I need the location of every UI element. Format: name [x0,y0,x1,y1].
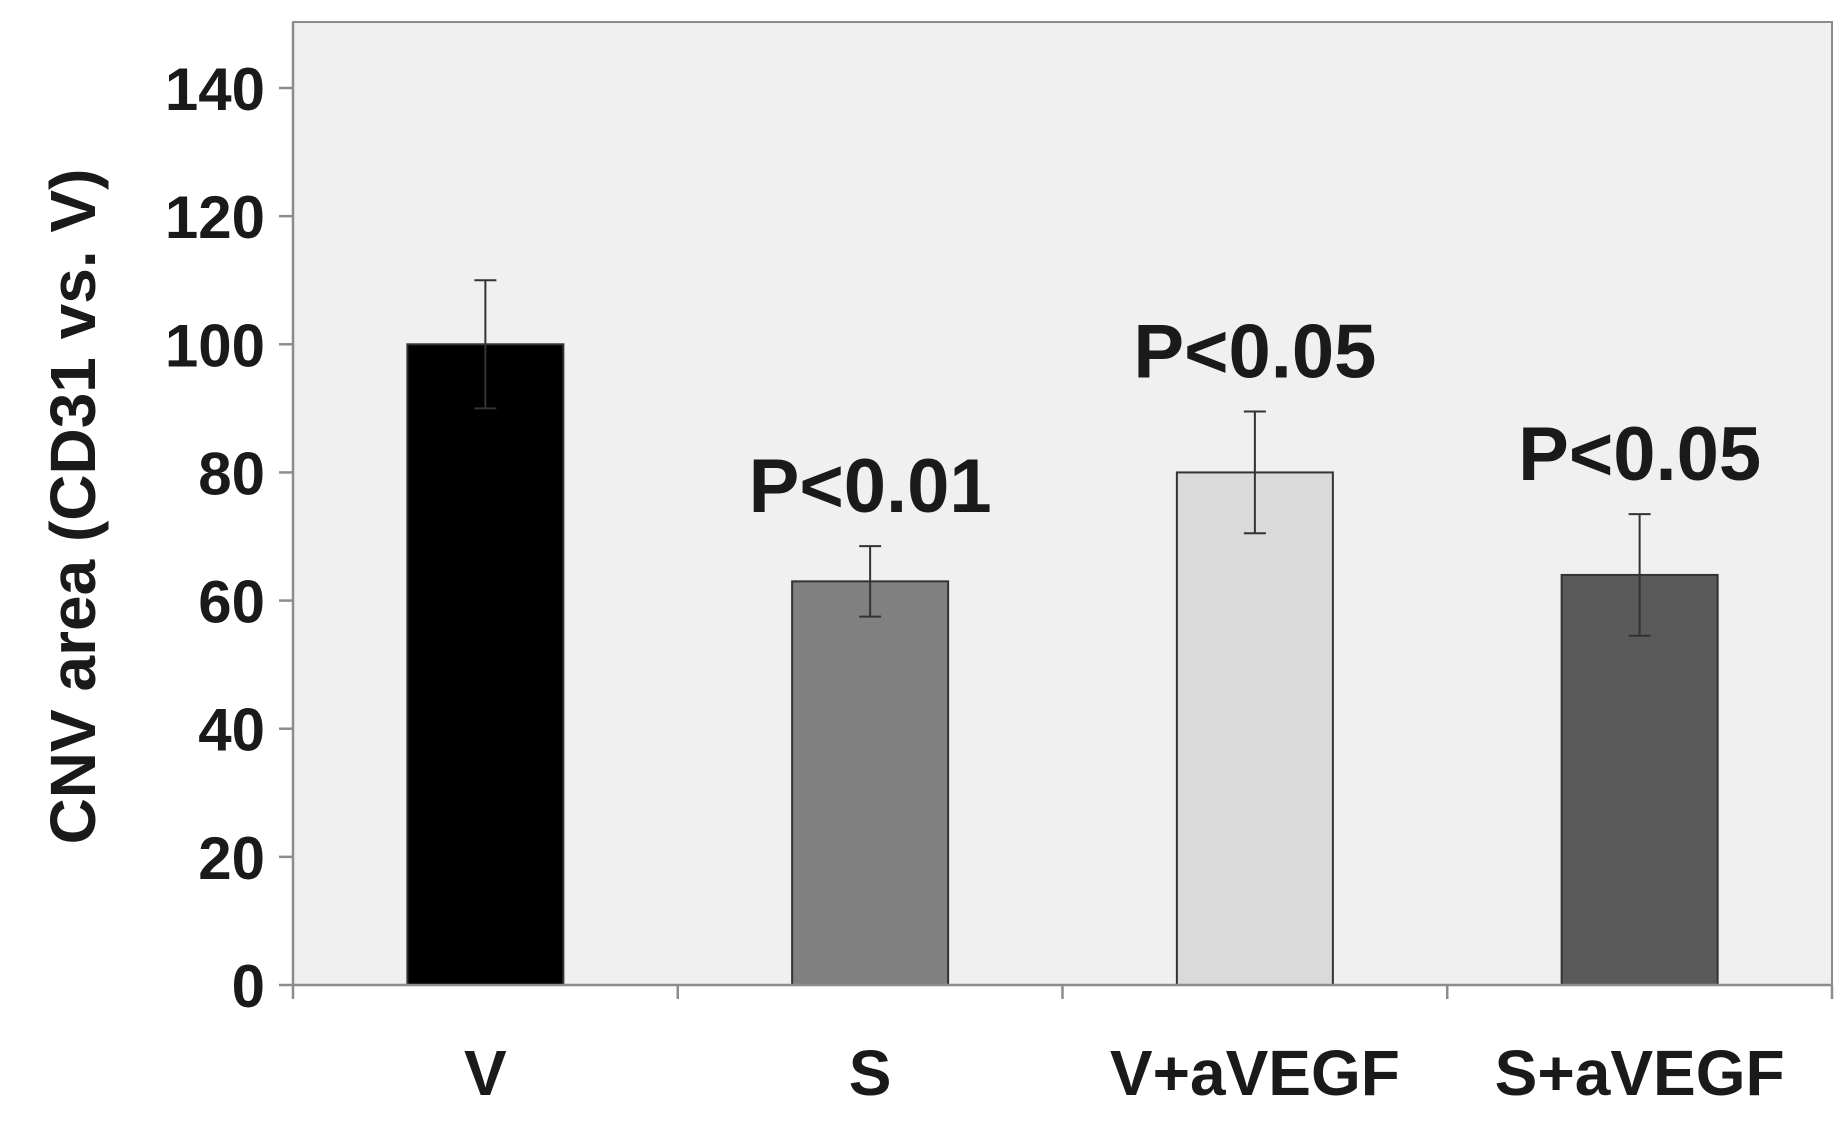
bar-3 [1560,573,1719,986]
p-value-annotation-1: P<0.01 [749,444,992,529]
p-value-annotation-2: P<0.05 [1133,310,1376,395]
y-tick-label-3: 60 [198,569,265,636]
bar-2 [1175,471,1334,986]
p-value-annotation-3: P<0.05 [1518,412,1761,497]
y-tick-label-0: 0 [232,953,265,1020]
bar-1 [791,580,950,986]
bar-0 [406,343,565,986]
y-tick-label-4: 80 [198,440,265,507]
y-tick-label-5: 100 [165,312,265,379]
x-tick-label-0: V [464,1037,507,1109]
x-tick-label-3: S+aVEGF [1495,1037,1785,1109]
x-tick-label-2: V+aVEGF [1110,1037,1400,1109]
y-tick-label-1: 20 [198,825,265,892]
y-tick-label-2: 40 [198,697,265,764]
y-tick-label-7: 140 [165,56,265,123]
y-axis-label: CNV area (CD31 vs. V) [37,169,109,845]
y-tick-label-6: 120 [165,184,265,251]
x-tick-label-1: S [849,1037,892,1109]
